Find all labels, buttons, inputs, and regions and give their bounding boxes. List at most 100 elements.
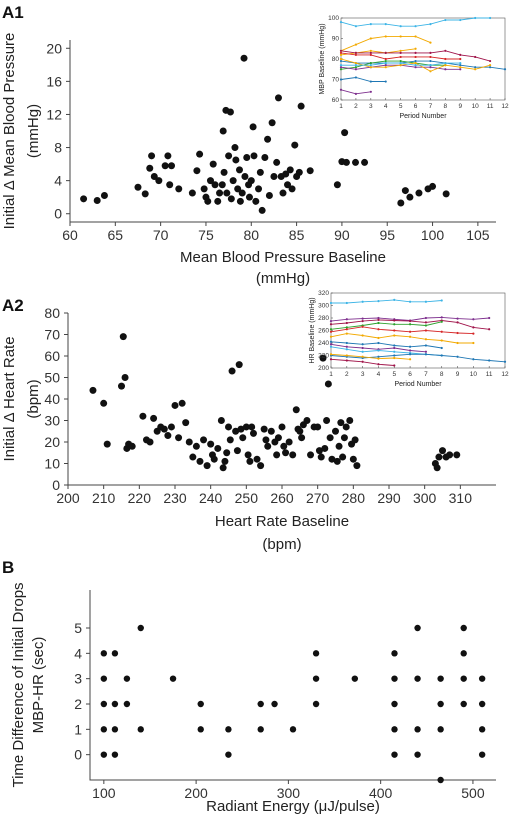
a1-x-tick-label: 65 (108, 227, 124, 243)
b-data-point (169, 675, 177, 682)
a2-x-tick-label: 310 (449, 490, 473, 506)
b-y-tick-label: 2 (74, 696, 82, 712)
a1-inset-series-point (354, 51, 358, 54)
a2-data-point (189, 453, 197, 461)
b-data-point (414, 751, 421, 758)
a1-data-point (238, 189, 246, 197)
b-data-point (437, 726, 444, 733)
a1-data-point (226, 108, 234, 116)
a2-data-point (185, 438, 193, 446)
a2-data-point (121, 374, 129, 381)
a1-inset-series-point (459, 62, 462, 65)
a1-inset-series-point (369, 23, 372, 26)
a1-inset-x-tick-label: 12 (501, 103, 509, 110)
a1-data-point (206, 177, 214, 185)
a2-data-point (257, 462, 265, 470)
a1-inset-x-axis-label: Period Number (399, 113, 447, 120)
b-data-point (478, 751, 486, 758)
a1-x-tick-label: 100 (421, 227, 445, 243)
a2-inset-series-point (377, 349, 380, 352)
b-data-point (391, 700, 398, 708)
a1-y-tick-label: 4 (54, 173, 62, 189)
a1-inset-series-point (384, 80, 387, 83)
a1-inset-series-point (339, 51, 343, 54)
a1-inset-series-point (474, 55, 477, 59)
a2-inset-series-point (361, 334, 364, 337)
a2-y-tick-label: 40 (44, 391, 60, 407)
a2-inset-y-tick-label: 200 (318, 365, 329, 372)
a2-data-point (267, 427, 275, 435)
a2-inset-series-point (361, 317, 364, 320)
a2-data-point (433, 464, 441, 472)
a2-inset-series-point (424, 338, 428, 341)
a1-data-point (235, 166, 243, 174)
a2-data-point (280, 442, 288, 450)
a2-inset-series-point (488, 359, 491, 362)
a2-inset-series-point (440, 354, 443, 357)
a2-inset-series-point (345, 301, 348, 305)
a2-inset-x-tick-label: 3 (361, 371, 365, 378)
a2-data-point (200, 436, 208, 444)
a2-data-point (335, 442, 343, 450)
a1-data-point (196, 150, 204, 158)
a2-data-point (346, 417, 354, 424)
a2-inset-x-tick-label: 2 (345, 371, 349, 378)
a1-x-tick-label: 90 (334, 227, 350, 243)
a1-inset-series-point (339, 78, 343, 81)
a2-data-point (103, 440, 111, 448)
a2-x-tick-label: 250 (235, 490, 259, 506)
a2-inset-series-point (408, 353, 412, 356)
a2-data-point (303, 417, 311, 424)
a1-inset-series-point (414, 51, 417, 54)
a1-inset-x-tick-label: 5 (399, 103, 403, 110)
a2-y-tick-label: 70 (44, 327, 60, 343)
a1-data-point (429, 182, 437, 190)
a2-inset-series-point (345, 321, 348, 325)
a1-inset-series-point (459, 18, 462, 22)
a2-data-point (317, 453, 325, 461)
a2-data-point (292, 406, 300, 414)
b-data-point (123, 675, 131, 682)
a1-data-point (225, 152, 233, 160)
a2-inset-series-point (488, 328, 491, 331)
a2-inset-x-tick-label: 8 (440, 371, 444, 378)
a2-data-point (182, 419, 190, 427)
a2-inset: 1 2 3 4 5 6 7 8 9 10 11 12200220240260280300320Peri… (309, 290, 509, 388)
a1-inset-series-point (414, 62, 417, 65)
a2-inset-series-point (440, 320, 443, 323)
a1-data-point (295, 168, 303, 176)
a1-data-point (155, 177, 163, 185)
a1-data-point (214, 197, 222, 205)
a2-inset-series-point (377, 363, 380, 366)
a1-data-point (166, 181, 174, 189)
a2-inset-y-tick-label: 280 (318, 315, 329, 322)
b-data-point (137, 624, 144, 632)
a2-inset-series-point (361, 300, 364, 303)
a2-inset-series-point (440, 299, 443, 302)
a2-inset-x-tick-label: 5 (392, 371, 396, 378)
a2-data-point (453, 451, 461, 459)
a1-data-point (268, 119, 276, 127)
a1-data-point (255, 185, 263, 193)
a2-x-tick-label: 280 (342, 490, 366, 506)
a1-data-point (273, 158, 281, 166)
b-data-point (289, 726, 297, 733)
a1-inset-series-point (354, 76, 358, 79)
a1-inset-series-point (459, 68, 462, 71)
a1-data-point (282, 170, 290, 178)
a2-inset-series-point (440, 330, 443, 333)
a2-inset-x-axis-label: Period Number (394, 381, 442, 388)
a2-data-point (249, 429, 257, 437)
a1-data-point (229, 177, 237, 185)
a2-inset-series-point (408, 345, 412, 348)
a2-data-point (214, 444, 222, 452)
a2-y-tick-label: 0 (52, 477, 60, 493)
a1-inset-series-point (384, 62, 387, 65)
a1-inset-series-point (459, 64, 462, 67)
a1-data-point (286, 166, 294, 174)
a2-inset-series-point (393, 364, 396, 367)
a1-inset-series-point (414, 66, 417, 69)
a1-inset-series-point (369, 62, 372, 65)
a1-data-point (333, 181, 341, 189)
a1-inset-frame (340, 17, 506, 101)
